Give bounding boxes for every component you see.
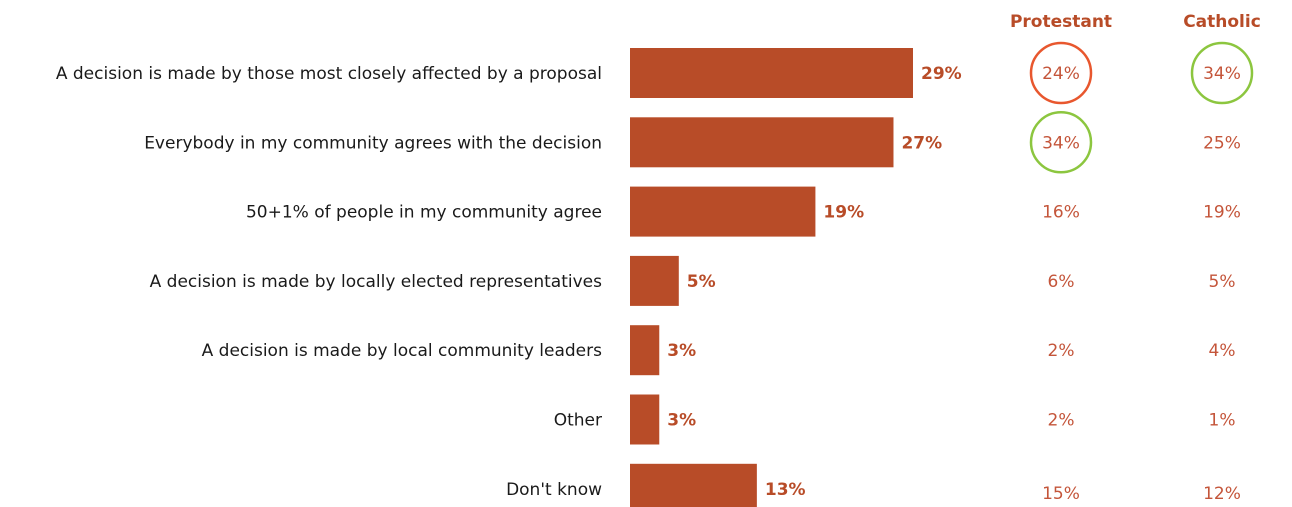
column-header-catholic: Catholic [1183,12,1261,32]
protestant-value: 2% [1048,341,1075,361]
protestant-value: 15% [1042,484,1080,504]
chart-row: A decision is made by locally elected re… [150,255,1236,306]
highlight-circle [1029,111,1093,174]
catholic-value: 12% [1203,484,1241,504]
catholic-value: 5% [1209,272,1236,292]
bar [630,48,913,98]
category-label: Other [554,411,602,431]
category-label: Don't know [506,480,602,500]
bar [630,463,757,507]
chart-row: A decision is made by those most closely… [56,41,1254,105]
bar [630,186,816,237]
protestant-value: 24% [1042,64,1080,84]
bar-value-label: 13% [765,480,806,500]
bar-value-label: 3% [667,341,696,361]
highlight-circle [1029,41,1093,105]
bar [630,255,679,306]
catholic-value: 1% [1209,411,1236,431]
catholic-value: 19% [1203,203,1241,223]
category-label: A decision is made by locally elected re… [150,272,603,292]
chart-row: A decision is made by local community le… [202,325,1236,376]
catholic-value: 4% [1209,341,1236,361]
category-label: A decision is made by local community le… [202,341,603,361]
bar-value-label: 5% [687,272,716,292]
bar-value-label: 3% [667,411,696,431]
chart-row: Everybody in my community agrees with th… [144,111,1241,174]
category-label: Everybody in my community agrees with th… [144,133,602,153]
chart-rows: A decision is made by those most closely… [56,41,1254,507]
protestant-value: 6% [1048,272,1075,292]
bar-value-label: 19% [823,203,864,223]
highlight-circle [1190,41,1254,105]
chart-row: Don't know 13% 15% 12% [506,463,1241,507]
column-headers: Protestant Catholic [1010,12,1261,32]
protestant-value: 34% [1042,133,1080,153]
catholic-value: 25% [1203,133,1241,153]
column-header-protestant: Protestant [1010,12,1112,32]
category-label: A decision is made by those most closely… [56,64,602,84]
chart-row: Other 3% 2% 1% [554,394,1236,445]
protestant-value: 16% [1042,203,1080,223]
bar [630,394,660,445]
chart-row: 50+1% of people in my community agree 19%… [246,186,1241,237]
bar-value-label: 27% [901,133,942,153]
catholic-value: 34% [1203,64,1241,84]
bar [630,117,894,168]
bar-value-label: 29% [921,64,962,84]
category-label: 50+1% of people in my community agree [246,203,602,223]
bar [630,325,660,376]
protestant-value: 2% [1048,411,1075,431]
